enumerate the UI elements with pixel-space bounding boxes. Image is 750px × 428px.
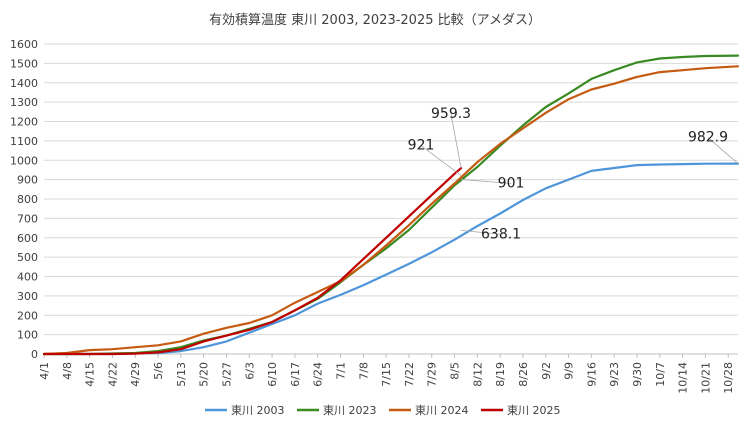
x-tick-label: 6/24 xyxy=(312,362,325,387)
y-tick-label: 500 xyxy=(17,251,38,264)
y-tick-label: 1500 xyxy=(10,57,38,70)
grid-layer xyxy=(44,43,738,355)
annotation-leader xyxy=(461,229,502,235)
x-tick-label: 8/26 xyxy=(517,362,530,387)
x-tick-label: 8/5 xyxy=(449,362,462,380)
legend-label: 東川 2003 xyxy=(231,404,285,417)
data-label: 638.1 xyxy=(481,226,521,242)
annotation-leader xyxy=(450,114,462,169)
legend: 東川 2003 東川 2023 東川 2024 東川 2025 xyxy=(205,404,561,417)
series-layer xyxy=(42,54,740,356)
x-tick-label: 9/23 xyxy=(608,362,621,387)
series-line xyxy=(42,167,463,356)
x-tick-label: 10/28 xyxy=(722,362,735,394)
y-tick-label: 600 xyxy=(17,232,38,245)
x-tick-label: 4/1 xyxy=(38,362,51,380)
annotation-leader xyxy=(707,137,739,164)
series-line xyxy=(42,162,740,356)
x-tick-label: 9/2 xyxy=(540,362,553,380)
x-tick-label: 5/6 xyxy=(152,362,165,380)
y-tick-label: 1300 xyxy=(10,96,38,109)
x-tick-label: 6/3 xyxy=(243,362,256,380)
x-tick-label: 5/13 xyxy=(175,362,188,387)
y-tick-label: 800 xyxy=(17,193,38,206)
annotation-layer: 959.3 921 901 638.1 982.9 xyxy=(408,106,739,242)
x-tick-label: 9/9 xyxy=(563,362,576,380)
x-tick-label: 6/17 xyxy=(289,362,302,387)
x-tick-label: 4/15 xyxy=(84,362,97,387)
x-tick-label: 8/12 xyxy=(471,362,484,387)
x-tick-label: 7/29 xyxy=(426,362,439,387)
series-line xyxy=(42,54,740,356)
y-tick-label: 400 xyxy=(17,271,38,284)
data-label: 959.3 xyxy=(431,106,471,122)
x-tick-label: 7/15 xyxy=(380,362,393,387)
data-label: 921 xyxy=(408,138,435,154)
y-tick-label: 700 xyxy=(17,212,38,225)
data-label: 901 xyxy=(498,175,525,191)
y-tick-label: 1100 xyxy=(10,135,38,148)
x-tick-label: 9/30 xyxy=(631,362,644,387)
legend-label: 東川 2023 xyxy=(323,404,377,417)
series-line xyxy=(42,65,740,356)
x-tick-label: 5/20 xyxy=(198,362,211,387)
x-tick-label: 8/19 xyxy=(494,362,507,387)
x-tick-label: 7/8 xyxy=(357,362,370,380)
x-tick-label: 10/7 xyxy=(654,362,667,387)
chart-title: 有効積算温度 東川 2003, 2023-2025 比較（アメダス） xyxy=(209,12,541,28)
x-tick-label: 6/10 xyxy=(266,362,279,387)
y-tick-label: 100 xyxy=(17,329,38,342)
y-tick-label: 1000 xyxy=(10,154,38,167)
x-tick-label: 4/29 xyxy=(129,362,142,387)
x-tick-label: 5/27 xyxy=(220,362,233,387)
annotation-leader xyxy=(420,145,462,176)
y-tick-label: 300 xyxy=(17,290,38,303)
y-tick-label: 200 xyxy=(17,309,38,322)
y-tick-label: 0 xyxy=(31,348,38,361)
x-tick-label: 7/22 xyxy=(403,362,416,387)
annotation-leader xyxy=(461,179,512,184)
legend-label: 東川 2024 xyxy=(415,404,469,417)
x-tick-label: 10/14 xyxy=(677,362,690,394)
y-tick-label: 1600 xyxy=(10,38,38,51)
x-tick-label: 10/21 xyxy=(699,362,712,394)
y-tick-label: 1400 xyxy=(10,77,38,90)
x-tick-label: 4/22 xyxy=(106,362,119,387)
data-label: 982.9 xyxy=(688,130,728,146)
x-tick-label: 9/16 xyxy=(585,362,598,387)
x-tick-label: 4/8 xyxy=(61,362,74,380)
x-tick-label: 7/1 xyxy=(334,362,347,380)
y-tick-label: 900 xyxy=(17,174,38,187)
axis-layer: 0 100 200 300 400 500 600 700 800 900 1000 1100 1200… xyxy=(10,38,738,394)
legend-label: 東川 2025 xyxy=(507,404,561,417)
y-tick-label: 1200 xyxy=(10,116,38,129)
